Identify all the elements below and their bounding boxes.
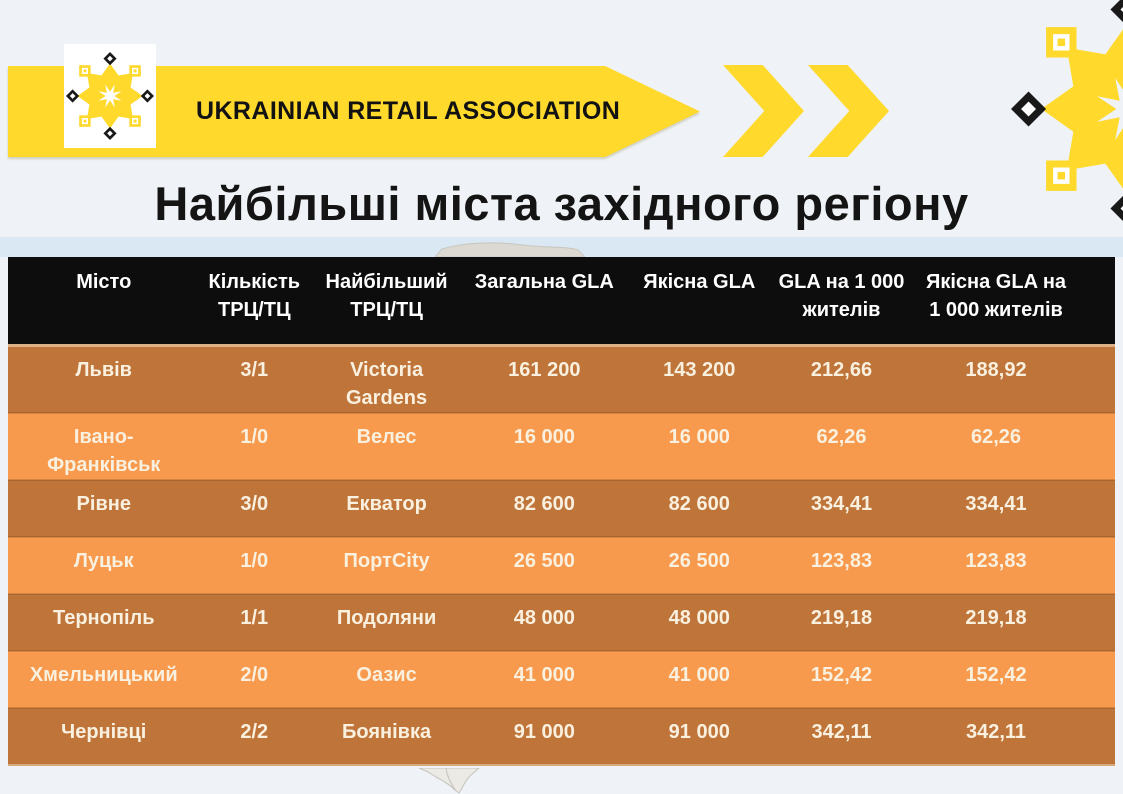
cell-mall-count: 2/0 [199, 649, 310, 708]
cell-quality-gla: 82 600 [624, 478, 774, 537]
cell-mall-count: 1/0 [199, 535, 310, 594]
cell-city: Чернівці [8, 706, 200, 766]
cell-quality-gla: 91 000 [624, 706, 774, 766]
cell-total-gla: 161 200 [464, 345, 625, 413]
cell-quality-gla-per-1000: 123,83 [909, 535, 1115, 594]
cell-quality-gla: 16 000 [624, 411, 774, 480]
cities-table: Місто Кількість ТРЦ/ТЦ Найбільший ТРЦ/ТЦ За… [8, 257, 1115, 766]
column-header-total-gla: Загальна GLA [464, 257, 625, 347]
cell-quality-gla-per-1000: 219,18 [909, 592, 1115, 651]
cell-largest-mall: Екватор [309, 478, 465, 537]
cell-city: Рівне [8, 478, 200, 537]
brand-name: UKRAINIAN RETAIL ASSOCIATION [196, 97, 621, 125]
cell-mall-count: 1/1 [199, 592, 310, 651]
cell-largest-mall: ПортCity [309, 535, 465, 594]
column-header-mall-count: Кількість ТРЦ/ТЦ [199, 257, 310, 347]
cell-gla-per-1000: 334,41 [773, 478, 910, 537]
cell-largest-mall: Велес [309, 411, 465, 480]
column-header-largest-mall: Найбільший ТРЦ/ТЦ [309, 257, 465, 347]
ukraine-map-watermark-top [435, 242, 585, 257]
cell-quality-gla-per-1000: 188,92 [909, 345, 1115, 413]
decor-blue-band [0, 237, 1123, 257]
cell-largest-mall: Боянівка [309, 706, 465, 766]
cell-gla-per-1000: 212,66 [773, 345, 910, 413]
folk-star-icon [66, 52, 154, 140]
cell-gla-per-1000: 62,26 [773, 411, 910, 480]
cell-city: Луцьк [8, 535, 200, 594]
table-row: Львів 3/1 Victoria Gardens 161 200 143 200 21… [8, 345, 1115, 413]
table-row: Луцьк 1/0 ПортCity 26 500 26 500 123,83 123,83 [8, 535, 1115, 594]
table-row: Рівне 3/0 Екватор 82 600 82 600 334,41 334,41 [8, 478, 1115, 537]
table-header-row: Місто Кількість ТРЦ/ТЦ Найбільший ТРЦ/ТЦ За… [8, 257, 1115, 347]
cell-quality-gla-per-1000: 342,11 [909, 706, 1115, 766]
brand-logo [64, 44, 156, 148]
cell-quality-gla: 143 200 [624, 345, 774, 413]
cell-mall-count: 1/0 [199, 411, 310, 480]
cell-quality-gla: 48 000 [624, 592, 774, 651]
cell-total-gla: 48 000 [464, 592, 625, 651]
cell-mall-count: 3/1 [199, 345, 310, 413]
cell-largest-mall: Victoria Gardens [309, 345, 465, 413]
column-header-quality-gla-per-1000: Якісна GLA на 1 000 жителів [909, 257, 1115, 347]
cell-city: Тернопіль [8, 592, 200, 651]
table-row: Хмельницький 2/0 Оазис 41 000 41 000 152,42 15… [8, 649, 1115, 708]
cell-largest-mall: Подоляни [309, 592, 465, 651]
cell-gla-per-1000: 152,42 [773, 649, 910, 708]
cell-mall-count: 3/0 [199, 478, 310, 537]
cell-largest-mall: Оазис [309, 649, 465, 708]
slide-title: Найбільші міста західного регіону [154, 177, 969, 230]
chevron-right-icon [808, 65, 889, 157]
table-body: Львів 3/1 Victoria Gardens 161 200 143 200 21… [8, 345, 1115, 766]
cell-total-gla: 16 000 [464, 411, 625, 480]
table-row: Тернопіль 1/1 Подоляни 48 000 48 000 219,18 21… [8, 592, 1115, 651]
column-header-quality-gla: Якісна GLA [624, 257, 774, 347]
ukraine-map-watermark-bottom [418, 768, 480, 794]
cell-total-gla: 82 600 [464, 478, 625, 537]
table-row: Івано- Франківськ 1/0 Велес 16 000 16 000 62,… [8, 411, 1115, 480]
cell-city: Львів [8, 345, 200, 413]
cell-total-gla: 41 000 [464, 649, 625, 708]
cell-city: Івано- Франківськ [8, 411, 200, 480]
table-row: Чернівці 2/2 Боянівка 91 000 91 000 342,11 342… [8, 706, 1115, 766]
cell-city: Хмельницький [8, 649, 200, 708]
column-header-gla-per-1000: GLA на 1 000 жителів [773, 257, 910, 347]
cell-quality-gla-per-1000: 62,26 [909, 411, 1115, 480]
cell-gla-per-1000: 342,11 [773, 706, 910, 766]
cell-quality-gla: 26 500 [624, 535, 774, 594]
cell-gla-per-1000: 123,83 [773, 535, 910, 594]
cell-gla-per-1000: 219,18 [773, 592, 910, 651]
cell-quality-gla: 41 000 [624, 649, 774, 708]
column-header-city: Місто [8, 257, 200, 347]
cell-mall-count: 2/2 [199, 706, 310, 766]
cell-quality-gla-per-1000: 334,41 [909, 478, 1115, 537]
cell-total-gla: 26 500 [464, 535, 625, 594]
cell-quality-gla-per-1000: 152,42 [909, 649, 1115, 708]
cell-total-gla: 91 000 [464, 706, 625, 766]
chevron-right-icon [723, 65, 804, 157]
